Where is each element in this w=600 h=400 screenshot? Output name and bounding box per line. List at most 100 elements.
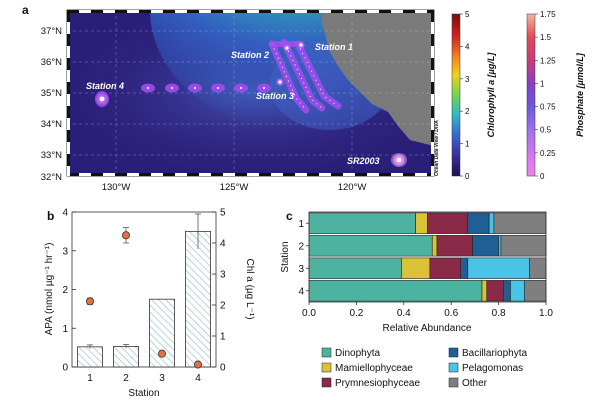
x-tick-label: 0.4 xyxy=(397,308,411,319)
x-tick-label: 0.2 xyxy=(349,308,363,319)
frame-segment xyxy=(415,10,427,13)
chlorophyll-colorbar-label: Chlorophyll a [µg/L] xyxy=(486,52,496,138)
frame-segment xyxy=(431,10,434,22)
frame-segment xyxy=(283,173,295,176)
map-watermark: Ocean Data View / DIVA xyxy=(434,120,440,176)
frame-segment xyxy=(223,10,235,13)
colorbar-tick-label: 1.5 xyxy=(540,33,552,42)
frame-segment xyxy=(67,82,70,94)
frame-segment xyxy=(431,34,434,46)
legend-label: Dinophyta xyxy=(335,348,380,359)
panel-label-b: b xyxy=(47,209,54,223)
y2-tick-label: 4 xyxy=(220,239,226,250)
frame-segment xyxy=(295,10,307,13)
frame-segment xyxy=(199,173,211,176)
stacked-segment xyxy=(498,235,502,257)
frame-segment xyxy=(115,173,127,176)
map-panel: Station 1 Station 2 Station 3 Station 4 … xyxy=(41,9,585,193)
frame-segment xyxy=(67,46,70,58)
chart-c-ylabel: Station xyxy=(280,241,291,272)
stacked-segment xyxy=(524,280,547,302)
frame-segment xyxy=(103,173,115,176)
station-4-marker xyxy=(96,93,108,105)
frame-segment xyxy=(391,173,403,176)
chart-c-legend: Dinophyta Bacillariophyta Mamiellophyceae P… xyxy=(321,347,527,389)
y-tick-label: 4 xyxy=(62,208,68,219)
stacked-segment xyxy=(472,235,499,257)
apa-bar xyxy=(77,346,103,368)
legend-label: Mamiellophyceae xyxy=(335,363,413,374)
frame-segment xyxy=(367,10,379,13)
colorbar-tick-label: 5 xyxy=(465,10,470,19)
frame-segment xyxy=(223,173,235,176)
legend-swatch xyxy=(448,347,459,358)
chart-b-left-axis: 0 1 2 3 4 xyxy=(62,208,76,374)
map-frame xyxy=(66,9,435,177)
frame-segment xyxy=(271,173,283,176)
coastal-track xyxy=(268,40,310,114)
frame-segment xyxy=(403,10,415,13)
transect-point xyxy=(147,87,149,89)
chart-b-ylabel-right: Chl a (µg L⁻¹) xyxy=(244,258,255,319)
frame-segment xyxy=(67,58,70,70)
frame-segment xyxy=(343,173,355,176)
colorbar-tick-label: 1.25 xyxy=(540,56,556,65)
frame-segment xyxy=(259,10,271,13)
frame-segment xyxy=(163,10,175,13)
frame-segment xyxy=(431,166,434,176)
land-mass xyxy=(322,10,434,146)
lon-tick: 120°W xyxy=(338,182,367,193)
frame-segment xyxy=(431,46,434,58)
frame-segment xyxy=(431,142,434,154)
stacked-segment xyxy=(415,212,428,234)
frame-segment xyxy=(427,10,434,13)
frame-segment xyxy=(367,173,379,176)
stacked-segment xyxy=(510,280,525,302)
stacked-segment xyxy=(308,235,433,257)
frame-segment xyxy=(151,10,163,13)
chl-point xyxy=(193,360,202,369)
y-tick-label: 0 xyxy=(62,363,68,374)
frame-segment xyxy=(331,10,343,13)
chart-c-xlabel: Relative Abundance xyxy=(383,323,472,334)
frame-segment xyxy=(67,94,70,106)
stacked-segment xyxy=(467,257,530,279)
lon-tick: 125°W xyxy=(220,182,249,193)
chart-b-bars xyxy=(77,213,211,368)
lon-tick: 130°W xyxy=(102,182,131,193)
transect-point xyxy=(194,87,196,89)
y-tick-label: 2 xyxy=(62,285,68,296)
frame-segment xyxy=(67,118,70,130)
legend-swatch xyxy=(448,362,459,373)
chart-b-points xyxy=(86,227,202,369)
chart-c-bars xyxy=(308,212,547,302)
colorbar-tick-label: 0 xyxy=(465,172,470,181)
stacked-segment xyxy=(308,280,483,302)
frame-segment xyxy=(175,10,187,13)
x-tick-label: 4 xyxy=(195,373,201,384)
legend-label: Other xyxy=(462,378,488,389)
station-4-label: Station 4 xyxy=(86,81,124,91)
stacked-segment xyxy=(488,212,495,234)
stacked-segment xyxy=(529,257,547,279)
frame-segment xyxy=(259,173,271,176)
frame-segment xyxy=(431,130,434,142)
y-tick-label: 3 xyxy=(62,246,68,257)
apa-bar xyxy=(185,230,211,368)
legend-label: Prymnesiophyceae xyxy=(335,378,420,389)
frame-segment xyxy=(431,106,434,118)
stacked-segment xyxy=(431,235,438,257)
chart-c-y-axis: 1 2 3 4 xyxy=(298,219,309,297)
chlorophyll-colorbar-ticks: 5 4 3 2 1 0 xyxy=(460,10,470,181)
frame-segment xyxy=(163,173,175,176)
frame-segment xyxy=(235,10,247,13)
frame-segment xyxy=(379,173,391,176)
frame-segment xyxy=(91,10,103,13)
chart-b-ylabel: APA (nmol µg⁻¹ hr⁻¹) xyxy=(44,243,55,336)
stacked-segment xyxy=(467,212,490,234)
frame-segment xyxy=(175,173,187,176)
x-tick-label: 1 xyxy=(87,373,93,384)
frame-segment xyxy=(431,154,434,166)
x-tick-label: 3 xyxy=(159,373,165,384)
